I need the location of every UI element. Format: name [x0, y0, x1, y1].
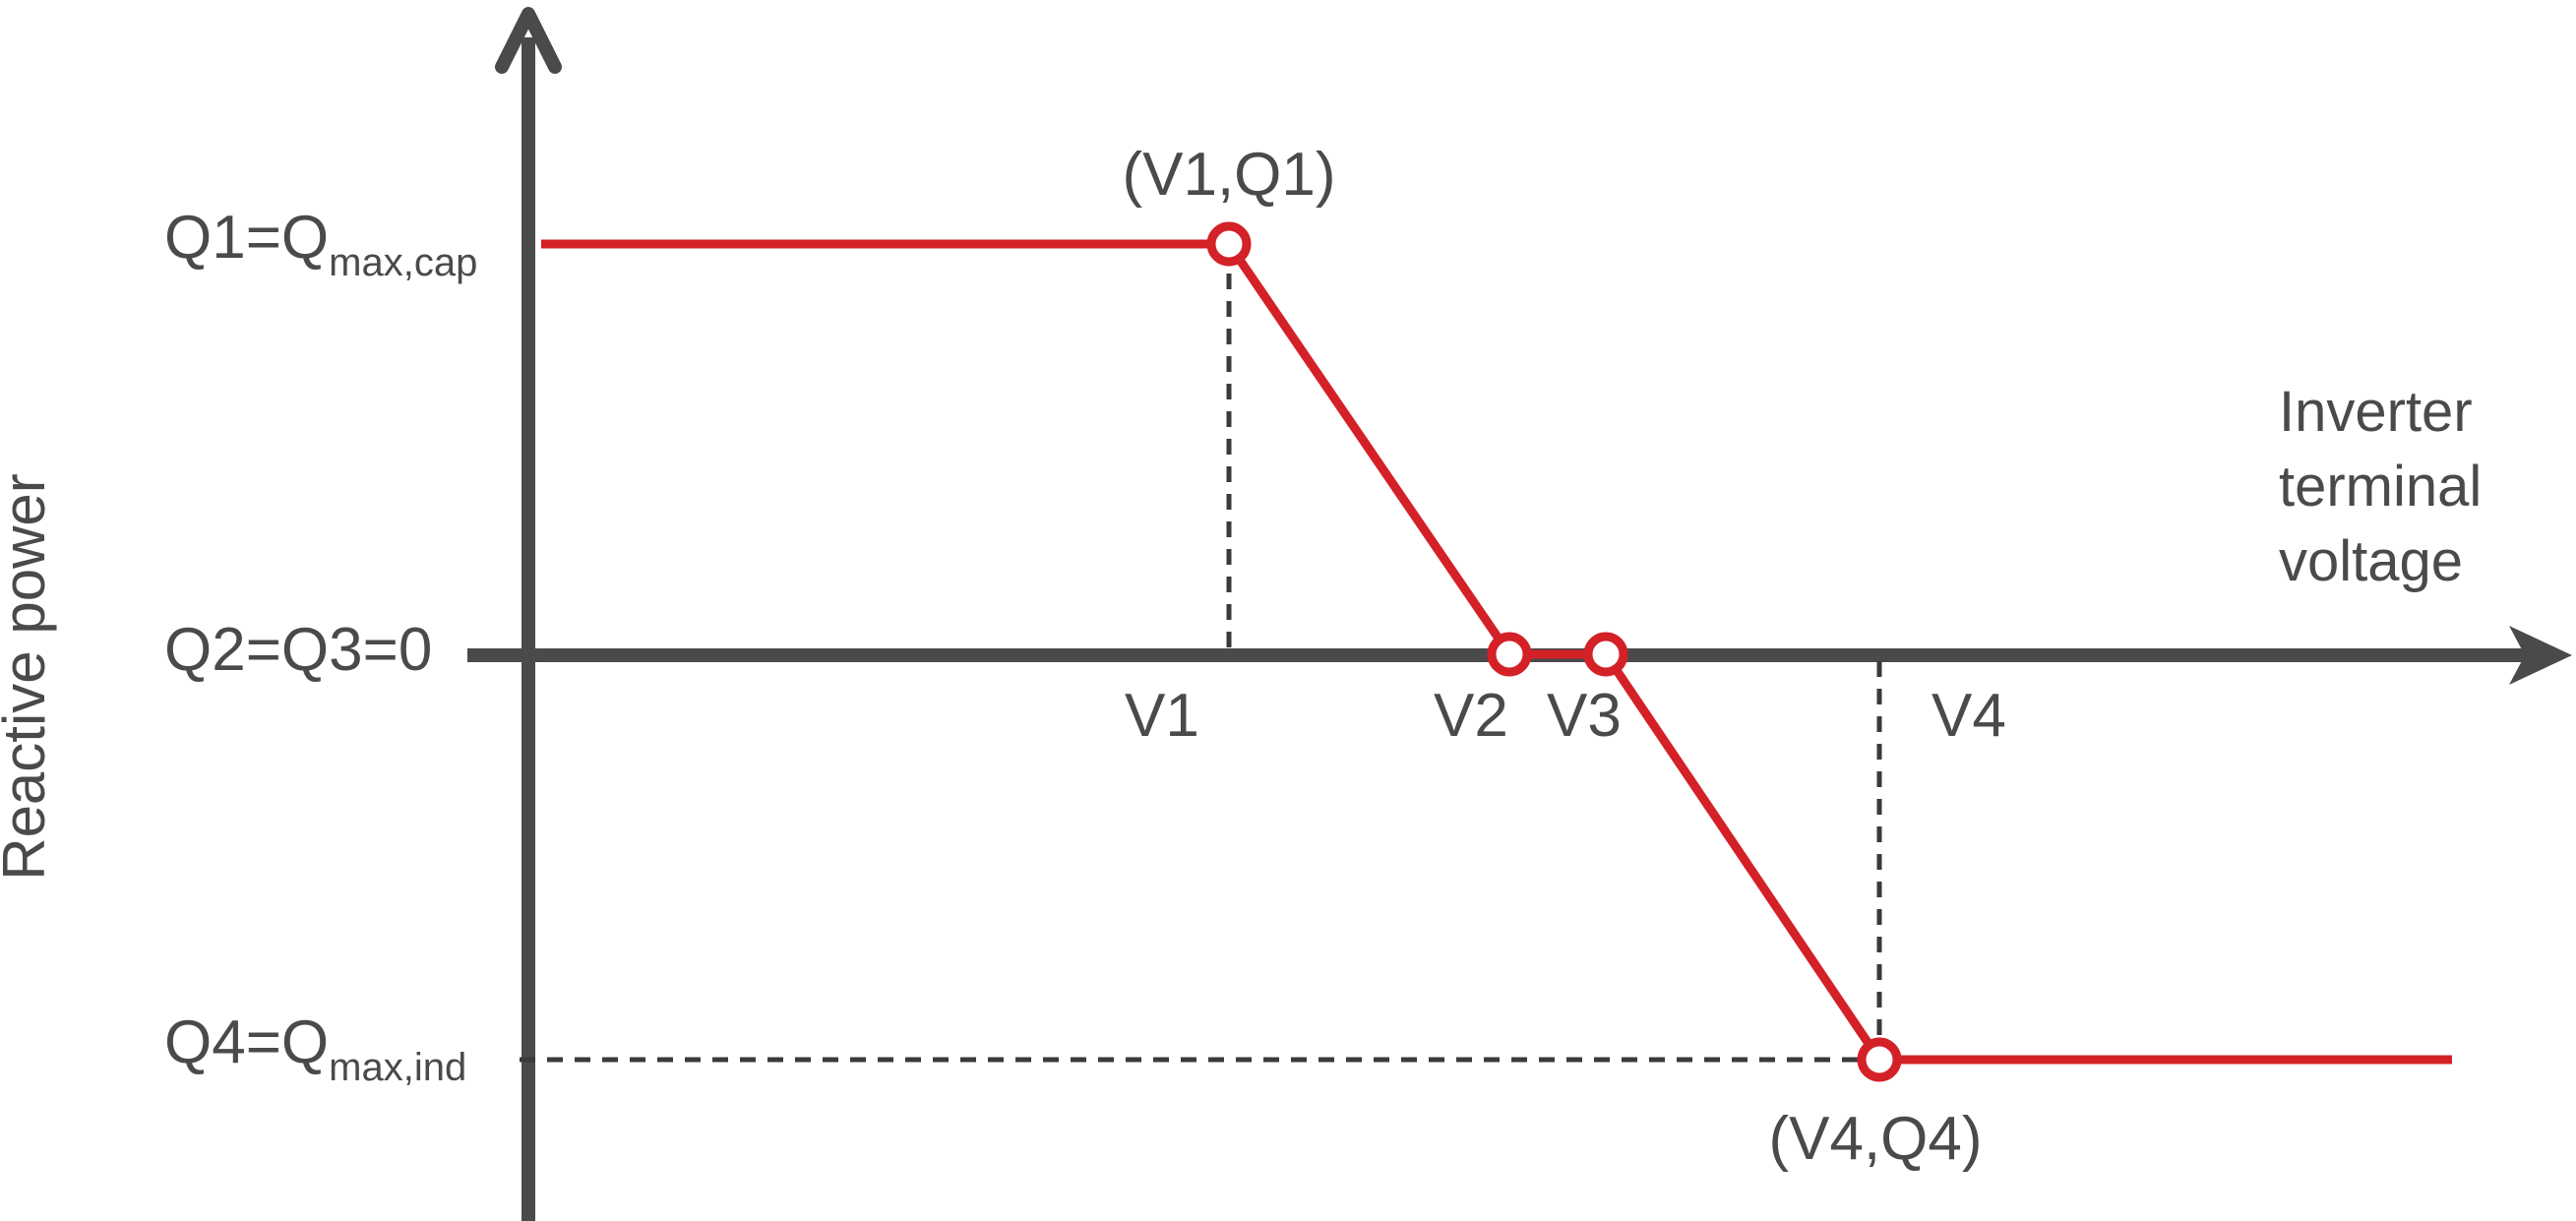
x-tick-v3: V3 — [1547, 682, 1622, 750]
y-axis-arrowhead — [495, 7, 562, 74]
x-axis-label-line-1: Inverter — [2279, 380, 2473, 444]
y-tick-q4: Q4=Qmax,ind — [164, 1008, 466, 1089]
x-axis-arrowhead — [2509, 626, 2572, 685]
x-axis-label-line-3: voltage — [2279, 529, 2463, 593]
point-v4-q4-marker — [1857, 1037, 1902, 1082]
x-tick-v4: V4 — [1932, 682, 2006, 750]
point-v1-q1-marker — [1206, 221, 1252, 267]
point-v3-marker — [1583, 632, 1628, 677]
y-tick-q4-main: Q4=Q — [164, 1008, 329, 1076]
y-tick-q1: Q1=Qmax,cap — [164, 204, 477, 284]
y-tick-q4-subscript: max,ind — [329, 1046, 466, 1089]
y-tick-q2-q3: Q2=Q3=0 — [164, 616, 432, 684]
x-tick-v2: V2 — [1434, 682, 1508, 750]
point-label-v1-q1: (V1,Q1) — [1122, 141, 1335, 209]
y-axis-label: Reactive power — [0, 473, 57, 881]
point-v2-marker — [1487, 632, 1532, 677]
volt-var-curve — [541, 239, 2452, 1065]
x-tick-v1: V1 — [1125, 682, 1199, 750]
x-axis-label-line-2: terminal — [2279, 455, 2482, 519]
x-axis-label: Inverter terminal voltage — [2279, 380, 2497, 593]
point-label-v4-q4: (V4,Q4) — [1768, 1105, 1982, 1173]
y-tick-q1-subscript: max,cap — [329, 241, 477, 284]
y-tick-q1-main: Q1=Q — [164, 204, 329, 272]
